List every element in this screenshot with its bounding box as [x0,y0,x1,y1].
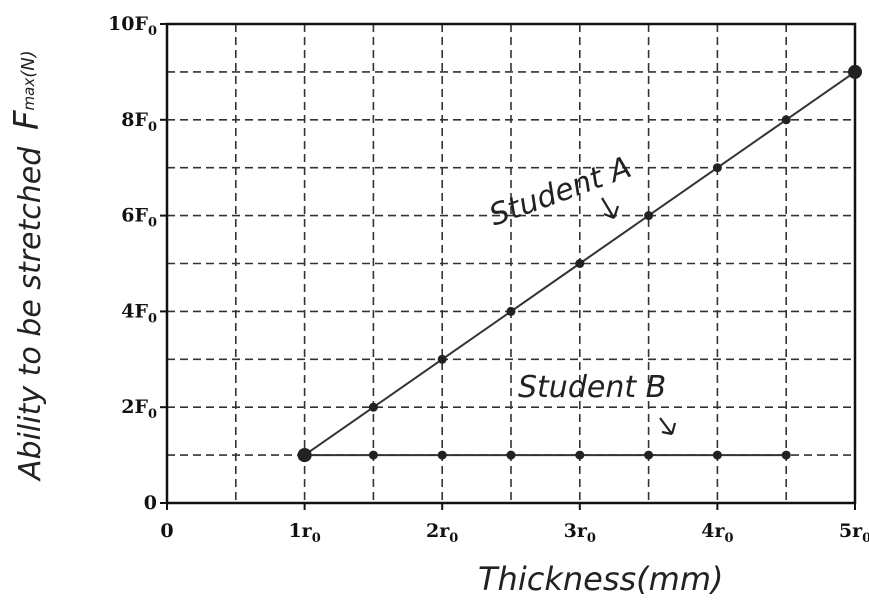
y-tick-label: 10F0 [108,13,157,39]
data-point-student-a [781,115,791,125]
data-point-student-a [368,402,378,412]
data-point-student-b [437,450,447,460]
data-point-student-b [781,450,791,460]
x-tick-label: 1r0 [288,520,320,546]
y-tick-label: 2F0 [121,396,157,422]
x-tick-label: 3r0 [564,520,596,546]
y-axis-label: Ability to be stretched [13,146,48,482]
grid-lines [167,24,855,503]
data-point-student-a [437,354,447,364]
annotation-student-a: Student A [485,150,636,234]
data-series [297,64,862,463]
annotation-student-b-arrow [659,417,677,436]
data-point-student-b [506,450,516,460]
annotation-student-b: Student B [518,370,677,436]
annotation-student-b-text: Student B [518,370,666,405]
x-axis-label: Thickness(mm) [478,560,723,598]
data-point-student-a [506,306,516,316]
data-point-student-b [297,448,312,463]
y-tick-label: 0 [144,492,157,514]
y-axis-top-unit: (N) [18,50,39,78]
annotation-student-a-arrow [601,197,620,220]
annotation-student-a-text: Student A [485,150,636,234]
svg-text:Fmax(N): Fmax(N) [7,50,47,130]
data-point-student-b [368,450,378,460]
y-tick-label: 4F0 [121,300,157,326]
data-point-student-a [575,259,585,268]
data-point-student-a [712,163,722,173]
data-point-student-a [848,64,862,79]
y-tick-label: 6F0 [121,205,157,231]
y-axis-top-symbol: F [7,110,47,130]
y-axis-top-label: Fmax(N) [7,50,47,130]
x-tick-label: 4r0 [701,520,733,546]
data-point-student-b [644,450,654,460]
plot-frame [165,22,857,505]
data-point-student-b [575,450,585,460]
tick-labels: 0 1r0 2r0 3r0 4r0 5r0 0 2F0 4F0 6F0 8F0 10F0 [108,13,869,546]
x-tick-label: 0 [160,520,173,542]
y-tick-label: 8F0 [121,109,157,135]
y-axis-top-subscript: max [20,78,38,111]
x-tick-label: 5r0 [839,520,869,546]
axes [165,22,857,505]
data-point-student-b [712,450,722,460]
data-point-student-a [644,211,654,221]
x-tick-label: 2r0 [426,520,458,546]
